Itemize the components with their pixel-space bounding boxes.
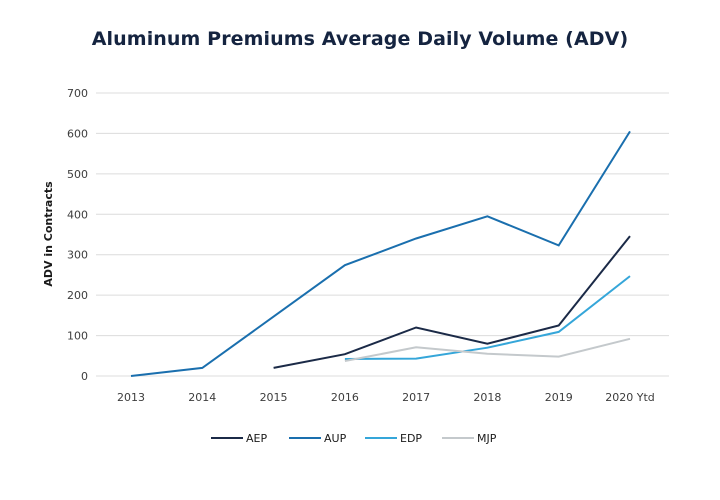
series-lines — [130, 130, 631, 377]
gridlines — [96, 92, 669, 377]
legend: AEP AUP EDP MJP — [211, 432, 497, 445]
x-tick-label: 2017 — [402, 391, 430, 404]
x-tick-label: 2015 — [260, 391, 288, 404]
series-line-edp — [344, 275, 631, 360]
x-tick-label: 2016 — [331, 391, 359, 404]
y-axis-label: ADV in Contracts — [42, 181, 55, 287]
x-tick-label: 2019 — [545, 391, 573, 404]
x-tick-label: 2018 — [473, 391, 501, 404]
y-tick-label: 600 — [67, 127, 88, 140]
legend-label: MJP — [477, 432, 497, 445]
x-axis-ticks: 2013 2014 2015 2016 2017 2018 2019 2020 Ytd — [117, 391, 655, 404]
legend-item-mjp: MJP — [442, 432, 497, 445]
y-tick-label: 0 — [81, 370, 88, 383]
legend-label: EDP — [400, 432, 422, 445]
legend-item-aep: AEP — [211, 432, 267, 445]
y-tick-label: 300 — [67, 249, 88, 262]
y-tick-label: 400 — [67, 208, 88, 221]
x-tick-label: 2020 Ytd — [605, 391, 655, 404]
series-line-mjp — [344, 337, 631, 362]
x-tick-label: 2014 — [188, 391, 216, 404]
x-tick-label: 2013 — [117, 391, 145, 404]
y-tick-label: 700 — [67, 87, 88, 100]
series-line-aup — [130, 130, 631, 377]
legend-item-edp: EDP — [365, 432, 422, 445]
y-tick-label: 200 — [67, 289, 88, 302]
legend-label: AEP — [246, 432, 267, 445]
y-axis-ticks: 0 100 200 300 400 500 600 700 — [67, 87, 88, 383]
series-line-aep — [273, 235, 631, 369]
legend-label: AUP — [324, 432, 347, 445]
legend-item-aup: AUP — [289, 432, 347, 445]
chart-title: Aluminum Premiums Average Daily Volume (… — [91, 28, 629, 50]
y-tick-label: 100 — [67, 330, 88, 343]
y-tick-label: 500 — [67, 168, 88, 181]
